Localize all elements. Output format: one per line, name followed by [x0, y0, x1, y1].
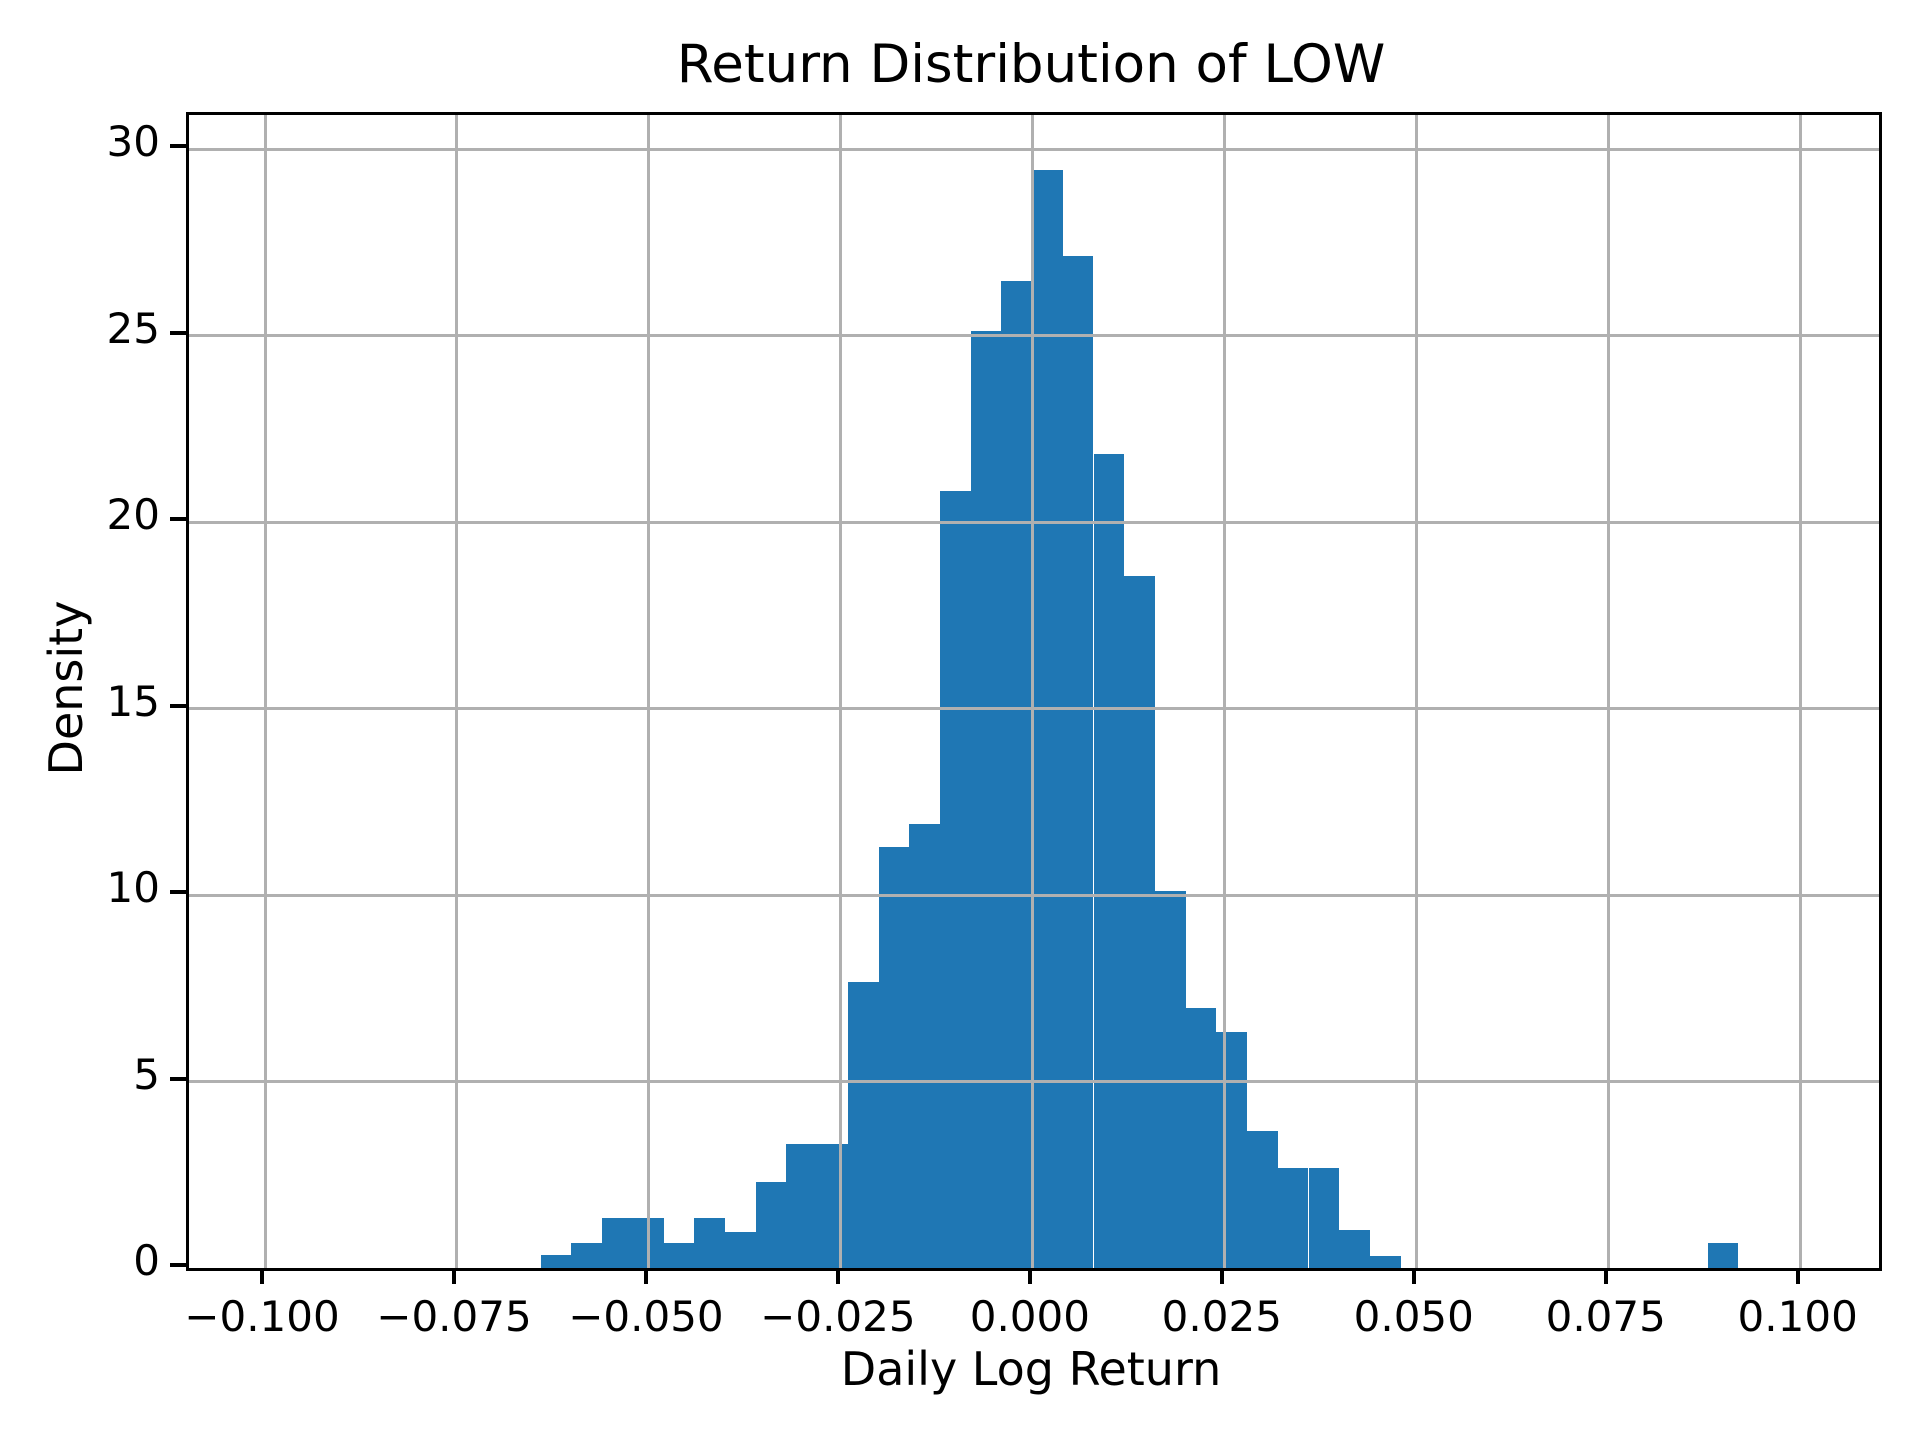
x-tick-mark	[835, 1268, 840, 1284]
x-tick-mark	[1411, 1268, 1416, 1284]
y-gridline	[189, 893, 1879, 897]
histogram-bar	[939, 490, 971, 1268]
x-tick-mark	[643, 1268, 648, 1284]
x-tick-label: −0.050	[568, 1292, 724, 1341]
y-gridline	[189, 520, 1879, 524]
y-tick-mark	[170, 330, 186, 335]
x-gridline	[1415, 115, 1419, 1268]
x-gridline	[647, 115, 651, 1268]
y-tick-mark	[170, 517, 186, 522]
histogram-bar	[663, 1243, 695, 1268]
y-axis-label: Density	[39, 600, 93, 776]
x-gridline	[839, 115, 843, 1268]
x-tick-label: 0.075	[1545, 1292, 1666, 1341]
y-tick-label: 5	[133, 1049, 160, 1099]
y-tick-label: 25	[106, 303, 160, 353]
histogram-bar	[602, 1218, 633, 1268]
histogram-bar	[847, 982, 879, 1268]
histogram-bar	[1339, 1229, 1370, 1268]
x-axis-label: Daily Log Return	[840, 1342, 1222, 1396]
histogram-bar	[1247, 1130, 1278, 1268]
y-gridline	[189, 147, 1879, 151]
histogram-bar	[786, 1143, 818, 1268]
x-gridline	[1031, 115, 1035, 1268]
histogram-bar	[1277, 1168, 1309, 1268]
x-tick-label: 0.000	[969, 1292, 1090, 1341]
histogram-bar	[817, 1143, 848, 1268]
x-tick-label: 0.100	[1737, 1292, 1858, 1341]
y-tick-mark	[170, 1263, 186, 1267]
histogram-bar	[724, 1232, 756, 1268]
plot-area	[186, 112, 1882, 1271]
x-tick-label: −0.100	[184, 1292, 340, 1341]
histogram-bar	[1154, 891, 1186, 1268]
x-gridline	[263, 115, 267, 1268]
histogram-bar	[1369, 1255, 1401, 1268]
y-tick-label: 15	[106, 676, 160, 726]
histogram-bar	[540, 1255, 572, 1268]
histogram-bar	[1093, 453, 1125, 1268]
histogram-bar	[1185, 1008, 1217, 1268]
y-gridline	[189, 707, 1879, 711]
y-gridline	[189, 334, 1879, 338]
y-tick-label: 30	[106, 117, 160, 167]
x-tick-mark	[1795, 1268, 1800, 1284]
y-tick-label: 20	[106, 490, 160, 540]
y-tick-mark	[170, 703, 186, 708]
histogram-bar	[970, 331, 1002, 1268]
histogram-bar	[1001, 281, 1033, 1268]
x-tick-label: −0.025	[760, 1292, 916, 1341]
y-tick-mark	[170, 1076, 186, 1081]
histogram-bar	[1707, 1243, 1739, 1268]
x-tick-mark	[260, 1268, 264, 1284]
x-gridline	[455, 115, 459, 1268]
chart-title: Return Distribution of LOW	[676, 34, 1386, 95]
histogram-bar	[1216, 1031, 1248, 1268]
histogram-bar	[571, 1243, 603, 1268]
x-tick-label: −0.075	[376, 1292, 532, 1341]
x-tick-mark	[1603, 1268, 1608, 1284]
histogram-bar	[694, 1218, 725, 1268]
histogram-bar	[909, 824, 940, 1268]
x-tick-label: 0.050	[1353, 1292, 1474, 1341]
y-tick-label: 0	[133, 1236, 160, 1285]
y-gridline	[189, 1080, 1879, 1084]
x-gridline	[1799, 115, 1803, 1268]
x-gridline	[1223, 115, 1227, 1268]
x-gridline	[1607, 115, 1611, 1268]
x-tick-mark	[1027, 1268, 1032, 1284]
histogram-bar	[1062, 256, 1094, 1268]
histogram-bar	[1308, 1168, 1340, 1268]
y-tick-mark	[170, 890, 186, 895]
histogram-bar	[1124, 575, 1155, 1268]
histogram-bar	[755, 1181, 787, 1268]
x-tick-label: 0.025	[1161, 1292, 1282, 1341]
histogram-bar	[1032, 169, 1063, 1268]
y-tick-label: 10	[106, 863, 160, 913]
y-tick-mark	[170, 144, 186, 149]
x-tick-mark	[451, 1268, 456, 1284]
x-tick-mark	[1219, 1268, 1224, 1284]
histogram-bar	[878, 847, 910, 1268]
